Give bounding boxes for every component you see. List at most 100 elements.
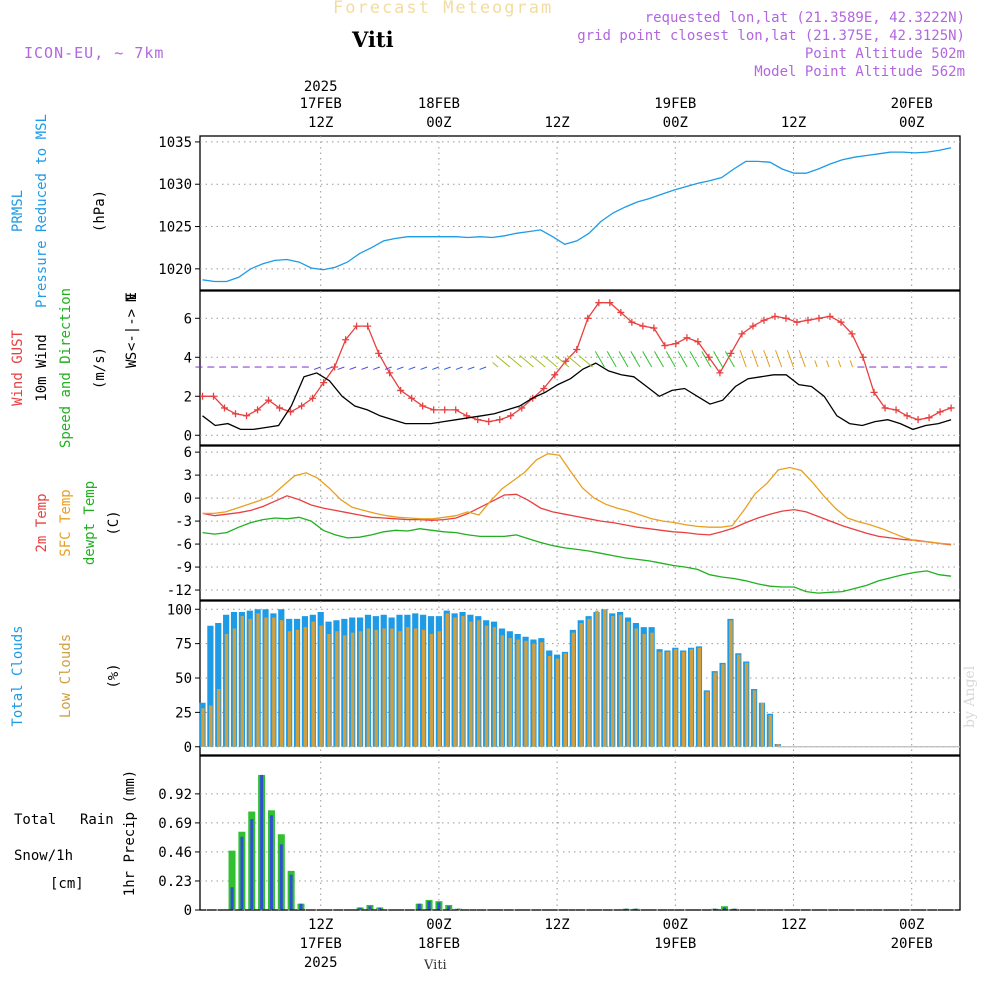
low-clouds-bar (500, 635, 505, 747)
compass-south: S (124, 352, 140, 360)
low-clouds-bar (540, 642, 544, 747)
wind-direction-arrow (713, 351, 724, 368)
precip-rain-bar (457, 908, 461, 910)
low-clouds-bar (390, 628, 394, 747)
wind-gust-marker (793, 318, 801, 326)
wind-gust-marker (518, 404, 526, 412)
precip-rain-bar (427, 901, 431, 910)
low-clouds-bar (374, 629, 378, 747)
precip-axis-label: 1hr Precip (mm) (122, 770, 138, 896)
y-tick-label: 1035 (158, 135, 192, 151)
compass-north: N (124, 294, 140, 302)
pressure-label-desc: Pressure Reduced to MSL (34, 114, 50, 308)
low-clouds-bar (752, 690, 757, 747)
wind-gust-marker (232, 410, 240, 418)
bottom-year-tick: 2025 (304, 955, 338, 971)
wind-direction-arrow (618, 351, 629, 368)
y-tick-label: 6 (184, 311, 192, 327)
low-clouds-bar (382, 628, 386, 747)
wind-gust-marker (892, 406, 900, 414)
low-clouds-bar (216, 689, 221, 747)
y-tick-label: 75 (175, 637, 192, 653)
wind-gust-marker (408, 394, 416, 402)
wind-gust-marker (936, 408, 944, 416)
wind-gust-marker (771, 312, 779, 320)
top-hour-tick: 00Z (663, 115, 688, 131)
temp-2m-label: 2m Temp (34, 493, 50, 552)
low-clouds-bar (524, 640, 528, 747)
wind-direction-arrow (798, 349, 806, 368)
wind-direction-arrow (594, 351, 605, 368)
low-clouds-bar (587, 618, 591, 747)
low-clouds-bar (681, 651, 686, 747)
precip-rain-bar (358, 907, 362, 910)
y-tick-label: 0.23 (158, 874, 192, 890)
wind-gust-marker (419, 402, 427, 410)
wind-gust-marker (727, 349, 735, 357)
low-clouds-bar (689, 649, 694, 747)
y-tick-label: 0 (184, 903, 192, 919)
low-clouds-bar (768, 715, 772, 747)
wind-direction-arrow (384, 366, 392, 370)
y-tick-label: -9 (175, 560, 192, 576)
wind-gust-marker (947, 404, 955, 412)
wind-gust-marker (254, 406, 262, 414)
wind-gust-marker (199, 392, 206, 400)
top-hour-tick: 12Z (544, 115, 569, 131)
wind-gust-marker (265, 396, 273, 404)
wind-direction-arrow (677, 351, 688, 368)
low-clouds-bar (413, 628, 418, 747)
top-date-tick: 20FEB (891, 96, 933, 112)
wind-direction-arrow (763, 349, 771, 368)
y-tick-label: 0 (184, 428, 192, 444)
low-clouds-bar (406, 627, 410, 747)
low-clouds-bar (453, 617, 457, 747)
low-clouds-bar (571, 632, 575, 747)
wind-gust-marker (298, 402, 306, 410)
y-tick-label: 0 (184, 491, 192, 507)
y-tick-label: 0.46 (158, 845, 192, 861)
point-altitude: Point Altitude 502m (804, 46, 965, 62)
low-clouds-bar (366, 628, 371, 747)
bottom-date-tick: 20FEB (891, 936, 933, 952)
wind-10m-label: 10m Wind (34, 334, 50, 401)
wind-gust-marker (837, 318, 845, 326)
temp-dewpt-line (202, 516, 952, 594)
low-clouds-bar (477, 620, 481, 747)
wind-gust-marker (881, 404, 889, 412)
low-clouds-bar (516, 639, 520, 747)
precip-rain-bar (279, 844, 283, 910)
low-clouds-bar (240, 616, 244, 747)
low-clouds-bar (484, 625, 489, 747)
panel-frame-1 (199, 135, 961, 291)
precip-rain-label: Rain (80, 812, 114, 828)
wind-direction-arrow (654, 351, 664, 368)
precip-rain-bar (713, 908, 717, 910)
wind-gust-marker (584, 314, 592, 322)
wind-gust-marker (595, 299, 603, 307)
wind-direction-arrow (349, 366, 357, 370)
wind-gust-label: Wind GUST (10, 330, 26, 406)
wind-direction-arrow (313, 366, 321, 370)
wind-gust-marker (551, 371, 559, 379)
precip-rain-bar (417, 903, 421, 910)
precip-rain-bar (447, 906, 451, 910)
wind-direction-arrow (578, 355, 593, 368)
precip-rain-bar (299, 903, 303, 910)
wind-direction-arrow (606, 351, 617, 368)
low-clouds-bar (445, 613, 449, 747)
low-clouds-bar (492, 627, 497, 747)
wind-gust-marker (353, 322, 361, 330)
low-clouds-bar (295, 629, 300, 747)
wind-gust-marker (221, 404, 229, 412)
wind-gust-marker (661, 342, 669, 350)
y-tick-label: 100 (167, 602, 192, 618)
panel-frame-2 (199, 290, 961, 446)
wind-direction-arrow (396, 366, 404, 370)
low-clouds-bar (705, 691, 709, 747)
wind-gust-marker (694, 338, 702, 346)
wind-gust-marker (639, 322, 647, 330)
wind-gust-marker (903, 412, 911, 420)
y-tick-label: 1020 (158, 262, 192, 278)
low-clouds-label: Low Clouds (58, 634, 74, 718)
